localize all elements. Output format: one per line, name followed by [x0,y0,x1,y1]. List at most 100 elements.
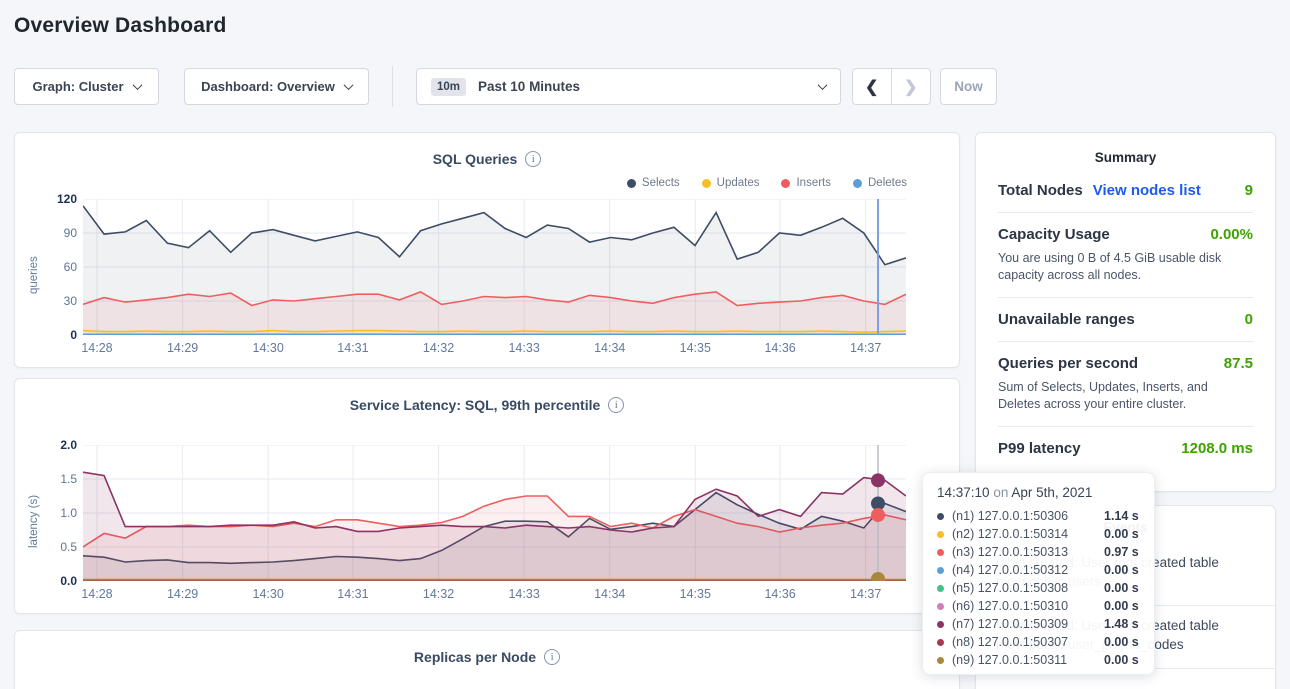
sql-queries-chart-card: SQL Queries Selects Updates Inserts Deletes… [14,132,960,368]
tooltip-node-row: (n9) 127.0.0.1:50311 0.00 s [937,651,1140,669]
node-latency-value: 0.00 s [1104,635,1139,649]
x-tick-label: 14:32 [422,341,455,355]
tooltip-node-row: (n1) 127.0.0.1:50306 1.14 s [937,507,1140,525]
node-latency-value: 0.00 s [1104,563,1139,577]
service-latency-chart-card: Service Latency: SQL, 99th percentile la… [14,378,960,614]
tooltip-node-list: (n1) 127.0.0.1:50306 1.14 s (n2) 127.0.0.1… [937,507,1140,669]
qps-label: Queries per second [998,355,1139,372]
x-tick-label: 14:28 [81,587,113,601]
time-range-label: Past 10 Minutes [478,79,581,94]
summary-row-unavailable: Unavailable ranges 0 [998,298,1253,342]
node-dot-icon [937,548,944,556]
info-icon[interactable] [525,151,542,167]
summary-row-p99: P99 latency 1208.0 ms [998,427,1253,470]
x-tick-label: 14:30 [252,341,284,355]
series-line [82,291,907,307]
legend-dot-icon [701,178,711,188]
node-address: (n1) 127.0.0.1:50306 [952,509,1069,523]
y-tick-label: 60 [63,260,77,274]
x-tick-label: 14:37 [850,341,882,355]
y-tick-label: 90 [63,226,77,240]
summary-title: Summary [1094,150,1157,165]
prev-range-button[interactable]: ❮ [853,69,892,104]
chevron-down-icon [132,80,142,91]
legend-item: Inserts [781,177,831,189]
tooltip-timestamp: 14:37:10 on Apr 5th, 2021 [937,485,1093,500]
capacity-label: Capacity Usage [998,226,1110,243]
node-latency-value: 0.97 s [1104,545,1139,559]
legend-dot-icon [626,178,636,188]
node-address: (n2) 127.0.0.1:50314 [952,527,1069,541]
time-range-badge: 10m [431,77,467,96]
node-dot-icon [937,602,944,610]
chart-title: SQL Queries [432,151,518,167]
x-tick-label: 14:29 [166,341,199,355]
qps-desc: Sum of Selects, Updates, Inserts, and De… [998,380,1208,411]
chevron-down-icon [343,80,354,91]
node-latency-value: 0.00 s [1104,527,1139,541]
dashboard-dropdown-label: Dashboard: Overview [201,79,335,94]
y-tick-label: 1.5 [60,472,77,486]
page-title: Overview Dashboard [14,14,227,37]
tooltip-node-row: (n4) 127.0.0.1:50312 0.00 s [937,561,1140,579]
x-tick-label: 14:31 [337,587,369,601]
total-nodes-value: 9 [1244,182,1253,199]
info-icon[interactable] [544,649,561,665]
chevron-down-icon [817,80,828,91]
legend-label: Deletes [868,177,907,189]
y-tick-label: 1.0 [60,506,77,520]
node-dot-icon [937,656,944,664]
total-nodes-label: Total Nodes [998,182,1083,199]
y-tick-label: 2.0 [60,438,77,452]
graph-dropdown-label: Graph: Cluster [32,79,124,94]
legend-label: Inserts [796,177,831,189]
node-dot-icon [937,512,944,520]
y-tick-label: 30 [63,294,77,308]
series-line [82,471,907,533]
next-range-button[interactable]: ❯ [904,78,918,96]
chart-title: Replicas per Node [413,649,537,665]
x-tick-label: 14:36 [764,341,796,355]
chart-svg [82,198,907,336]
summary-row-capacity: Capacity Usage 0.00% You are using 0 B o… [998,213,1253,298]
graph-dropdown[interactable]: Graph: Cluster [14,68,159,105]
summary-row-total-nodes: Total Nodes View nodes list 9 [998,169,1253,213]
legend-item: Selects [626,177,680,189]
chart-legend: Selects Updates Inserts Deletes [626,177,907,189]
node-address: (n7) 127.0.0.1:50309 [952,617,1069,631]
time-range-picker[interactable]: 10m Past 10 Minutes [416,68,841,105]
info-icon[interactable] [608,397,625,413]
dashboard-dropdown[interactable]: Dashboard: Overview [184,68,369,105]
y-tick-label: 0 [70,328,77,342]
hover-dot [871,508,886,523]
y-tick-label: 0.5 [60,540,77,554]
controls-divider [392,66,393,107]
node-latency-value: 0.00 s [1104,599,1139,613]
tooltip-node-row: (n8) 127.0.0.1:50307 0.00 s [937,633,1140,651]
tooltip-node-row: (n5) 127.0.0.1:50308 0.00 s [937,579,1140,597]
chart-plot-area[interactable] [82,198,907,336]
p99-latency-label: P99 latency [998,440,1081,457]
capacity-desc: You are using 0 B of 4.5 GiB usable disk… [998,251,1222,282]
tooltip-node-row: (n7) 127.0.0.1:50309 1.48 s [937,615,1140,633]
tooltip-node-row: (n6) 127.0.0.1:50310 0.00 s [937,597,1140,615]
x-tick-label: 14:33 [508,341,540,355]
legend-label: Updates [716,177,760,189]
node-dot-icon [937,584,944,592]
x-tick-label: 14:35 [679,341,711,355]
chart-plot-area[interactable] [82,444,907,586]
chart-svg [82,444,907,586]
x-tick-label: 14:36 [764,587,796,601]
node-latency-value: 1.14 s [1104,509,1139,523]
node-latency-value: 1.48 s [1104,617,1139,631]
node-address: (n5) 127.0.0.1:50308 [952,581,1069,595]
now-button[interactable]: Now [940,68,997,105]
unavailable-ranges-value: 0 [1244,311,1253,328]
unavailable-ranges-label: Unavailable ranges [998,311,1135,328]
view-nodes-list-link[interactable]: View nodes list [1092,182,1201,199]
capacity-value: 0.00% [1210,226,1253,243]
legend-item: Deletes [853,177,907,189]
chart-title: Service Latency: SQL, 99th percentile [349,397,601,413]
series-line [82,205,907,266]
node-address: (n8) 127.0.0.1:50307 [952,635,1069,649]
